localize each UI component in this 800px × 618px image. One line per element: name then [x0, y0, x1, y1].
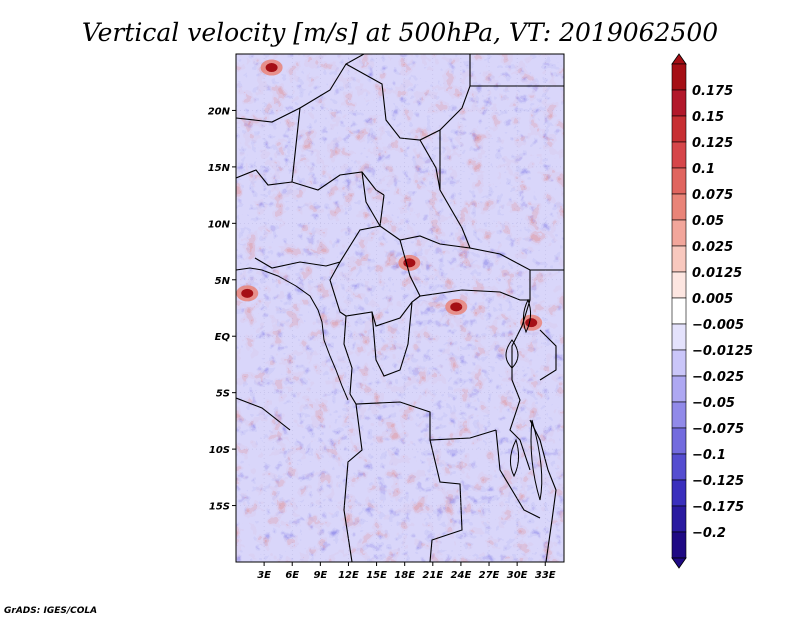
colorbar-level-label: −0.1	[692, 448, 726, 463]
colorbar-level-label: 0.0125	[692, 266, 742, 281]
colorbar-over-arrow	[671, 53, 687, 65]
colorbar-swatch	[671, 453, 687, 481]
colorbar-under-arrow	[671, 557, 687, 569]
colorbar-level-label: 0.05	[692, 214, 724, 229]
lat-tick-label: 15N	[208, 163, 231, 174]
lon-tick-label: 15E	[366, 570, 387, 581]
colorbar-level-label: 0.1	[692, 162, 715, 177]
lat-tick-label: 15S	[209, 502, 230, 513]
colorbar-swatch	[671, 193, 687, 221]
colorbar-level-label: 0.15	[692, 110, 724, 125]
colorbar-level-label: −0.05	[692, 396, 735, 411]
lon-tick-label: 12E	[338, 570, 359, 581]
colorbar-swatch	[671, 375, 687, 403]
lat-tick-label: 20N	[208, 106, 231, 117]
vertical-velocity-field-positive	[236, 54, 564, 562]
updraft-core	[525, 318, 538, 328]
colorbar-swatch	[671, 115, 687, 143]
lat-tick-label: 5S	[216, 389, 230, 400]
colorbar-swatch	[671, 167, 687, 195]
lat-tick-label: 10S	[209, 445, 230, 456]
colorbar-level-label: −0.175	[692, 500, 744, 515]
country-borders	[236, 54, 564, 562]
colorbar-level-label: 0.125	[692, 136, 733, 151]
colorbar-swatch	[671, 349, 687, 377]
lon-tick-label: 27E	[479, 570, 500, 581]
colorbar-level-label: −0.125	[692, 474, 744, 489]
colorbar-level-label: 0.005	[692, 292, 733, 307]
colorbar-level-label: 0.075	[692, 188, 733, 203]
grid-lines	[236, 54, 564, 562]
colorbar-level-label: −0.2	[692, 526, 726, 541]
colorbar-swatch	[671, 401, 687, 429]
lon-tick-label: 21E	[422, 570, 443, 581]
colorbar-swatch	[671, 323, 687, 351]
lat-tick-label: EQ	[215, 332, 231, 343]
lon-tick-label: 6E	[285, 570, 299, 581]
colorbar-level-label: 0.025	[692, 240, 733, 255]
lon-tick-label: 3E	[257, 570, 271, 581]
colorbar-swatch	[671, 63, 687, 91]
lon-tick-label: 24E	[451, 570, 472, 581]
colorbar-swatch	[671, 427, 687, 455]
updraft-core	[403, 258, 416, 268]
colorbar-swatch	[671, 479, 687, 507]
colorbar-level-label: −0.025	[692, 370, 744, 385]
lon-tick-label: 30E	[507, 570, 528, 581]
lon-tick-label: 18E	[394, 570, 415, 581]
figure-title: Vertical velocity [m/s] at 500hPa, VT: 2…	[82, 18, 718, 47]
colorbar-level-label: 0.175	[692, 84, 733, 99]
credit-label: GrADS: IGES/COLA	[4, 606, 97, 616]
updraft-core	[241, 288, 254, 298]
map-panel	[236, 54, 564, 562]
colorbar-swatch	[671, 141, 687, 169]
colorbar-swatch	[671, 271, 687, 299]
colorbar-level-label: −0.075	[692, 422, 744, 437]
colorbar-level-label: −0.0125	[692, 344, 753, 359]
colorbar-swatch	[671, 505, 687, 533]
lat-tick-label: 10N	[208, 219, 231, 230]
colorbar-swatch	[671, 219, 687, 247]
updraft-core	[265, 63, 278, 73]
updraft-core	[450, 302, 463, 312]
colorbar-swatch	[671, 89, 687, 117]
lon-tick-label: 33E	[535, 570, 556, 581]
colorbar-swatch	[671, 297, 687, 325]
colorbar-level-label: −0.005	[692, 318, 744, 333]
lon-tick-label: 9E	[313, 570, 327, 581]
colorbar-swatch	[671, 245, 687, 273]
latitude-ticks: 20N 15N 10N 5N EQ 5S 10S 15S	[208, 106, 236, 513]
coastline	[236, 267, 543, 501]
colorbar: 0.175 0.15 0.125 0.1 0.075 0.05 0.025 0.0125 0.0…	[671, 53, 753, 569]
colorbar-swatch	[671, 531, 687, 559]
map-frame	[235, 53, 565, 563]
lat-tick-label: 5N	[215, 276, 231, 287]
longitude-ticks: 3E 6E 9E 12E 15E 18E 21E 24E 27E 30E 33E	[257, 562, 556, 581]
strong-updraft-cells	[236, 59, 543, 331]
